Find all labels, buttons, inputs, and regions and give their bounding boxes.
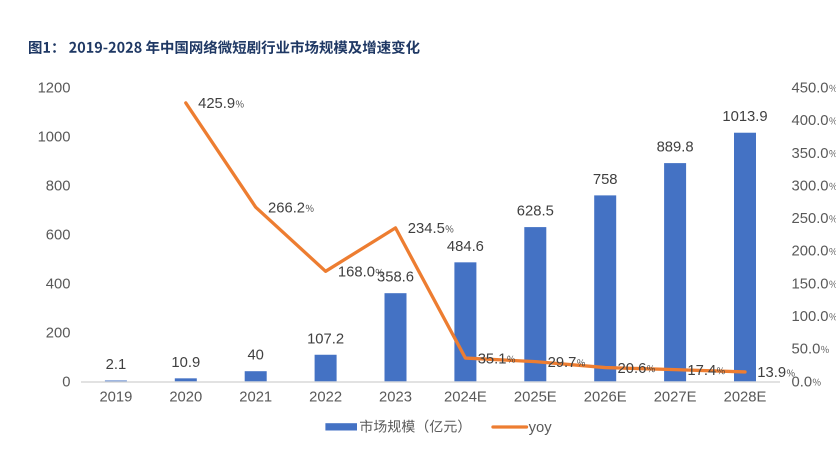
svg-text:2020: 2020 [169, 390, 202, 406]
svg-text:2024E: 2024E [444, 390, 487, 406]
svg-text:17.4: 17.4 [687, 363, 716, 379]
svg-text:2025E: 2025E [514, 390, 557, 406]
svg-text:2023: 2023 [379, 390, 412, 406]
svg-text:2026E: 2026E [584, 390, 627, 406]
svg-text:200: 200 [46, 325, 71, 341]
svg-text:484.6: 484.6 [447, 239, 484, 255]
svg-text:150.0: 150.0 [792, 276, 829, 292]
svg-text:800: 800 [46, 178, 71, 194]
svg-text:2.1: 2.1 [106, 357, 127, 373]
svg-text:600: 600 [46, 227, 71, 243]
svg-text:234.5: 234.5 [408, 221, 445, 237]
svg-text:100.0: 100.0 [792, 309, 829, 325]
svg-text:35.1: 35.1 [478, 351, 507, 367]
svg-text:1200: 1200 [38, 80, 71, 96]
svg-text:425.9: 425.9 [198, 96, 235, 112]
svg-text:250.0: 250.0 [792, 211, 829, 227]
svg-text:13.9: 13.9 [757, 365, 786, 381]
svg-text:40: 40 [247, 348, 263, 364]
svg-text:1000: 1000 [38, 129, 71, 145]
svg-text:2021: 2021 [239, 390, 272, 406]
svg-text:1013.9: 1013.9 [722, 109, 767, 125]
svg-text:889.8: 889.8 [657, 140, 694, 156]
svg-text:200.0: 200.0 [792, 244, 829, 260]
svg-text:10.9: 10.9 [171, 355, 200, 371]
svg-text:300.0: 300.0 [792, 178, 829, 194]
svg-text:2019: 2019 [99, 390, 132, 406]
svg-text:758: 758 [593, 172, 618, 188]
svg-text:2027E: 2027E [654, 390, 697, 406]
svg-text:2022: 2022 [309, 390, 342, 406]
svg-text:168.0: 168.0 [338, 265, 375, 281]
svg-text:107.2: 107.2 [307, 331, 344, 347]
svg-text:350.0: 350.0 [792, 146, 829, 162]
svg-text:yoy: yoy [529, 420, 553, 436]
svg-text:20.6: 20.6 [618, 361, 647, 377]
svg-text:400.0: 400.0 [792, 113, 829, 129]
svg-text:0: 0 [62, 374, 70, 390]
svg-text:628.5: 628.5 [517, 204, 554, 220]
svg-text:2028E: 2028E [724, 390, 767, 406]
svg-text:0.0: 0.0 [792, 374, 813, 390]
svg-text:29.7: 29.7 [548, 355, 577, 371]
svg-text:400: 400 [46, 276, 71, 292]
svg-text:450.0: 450.0 [792, 80, 829, 96]
svg-text:266.2: 266.2 [268, 200, 305, 216]
svg-text:358.6: 358.6 [377, 270, 414, 286]
svg-text:50.0: 50.0 [792, 342, 821, 358]
